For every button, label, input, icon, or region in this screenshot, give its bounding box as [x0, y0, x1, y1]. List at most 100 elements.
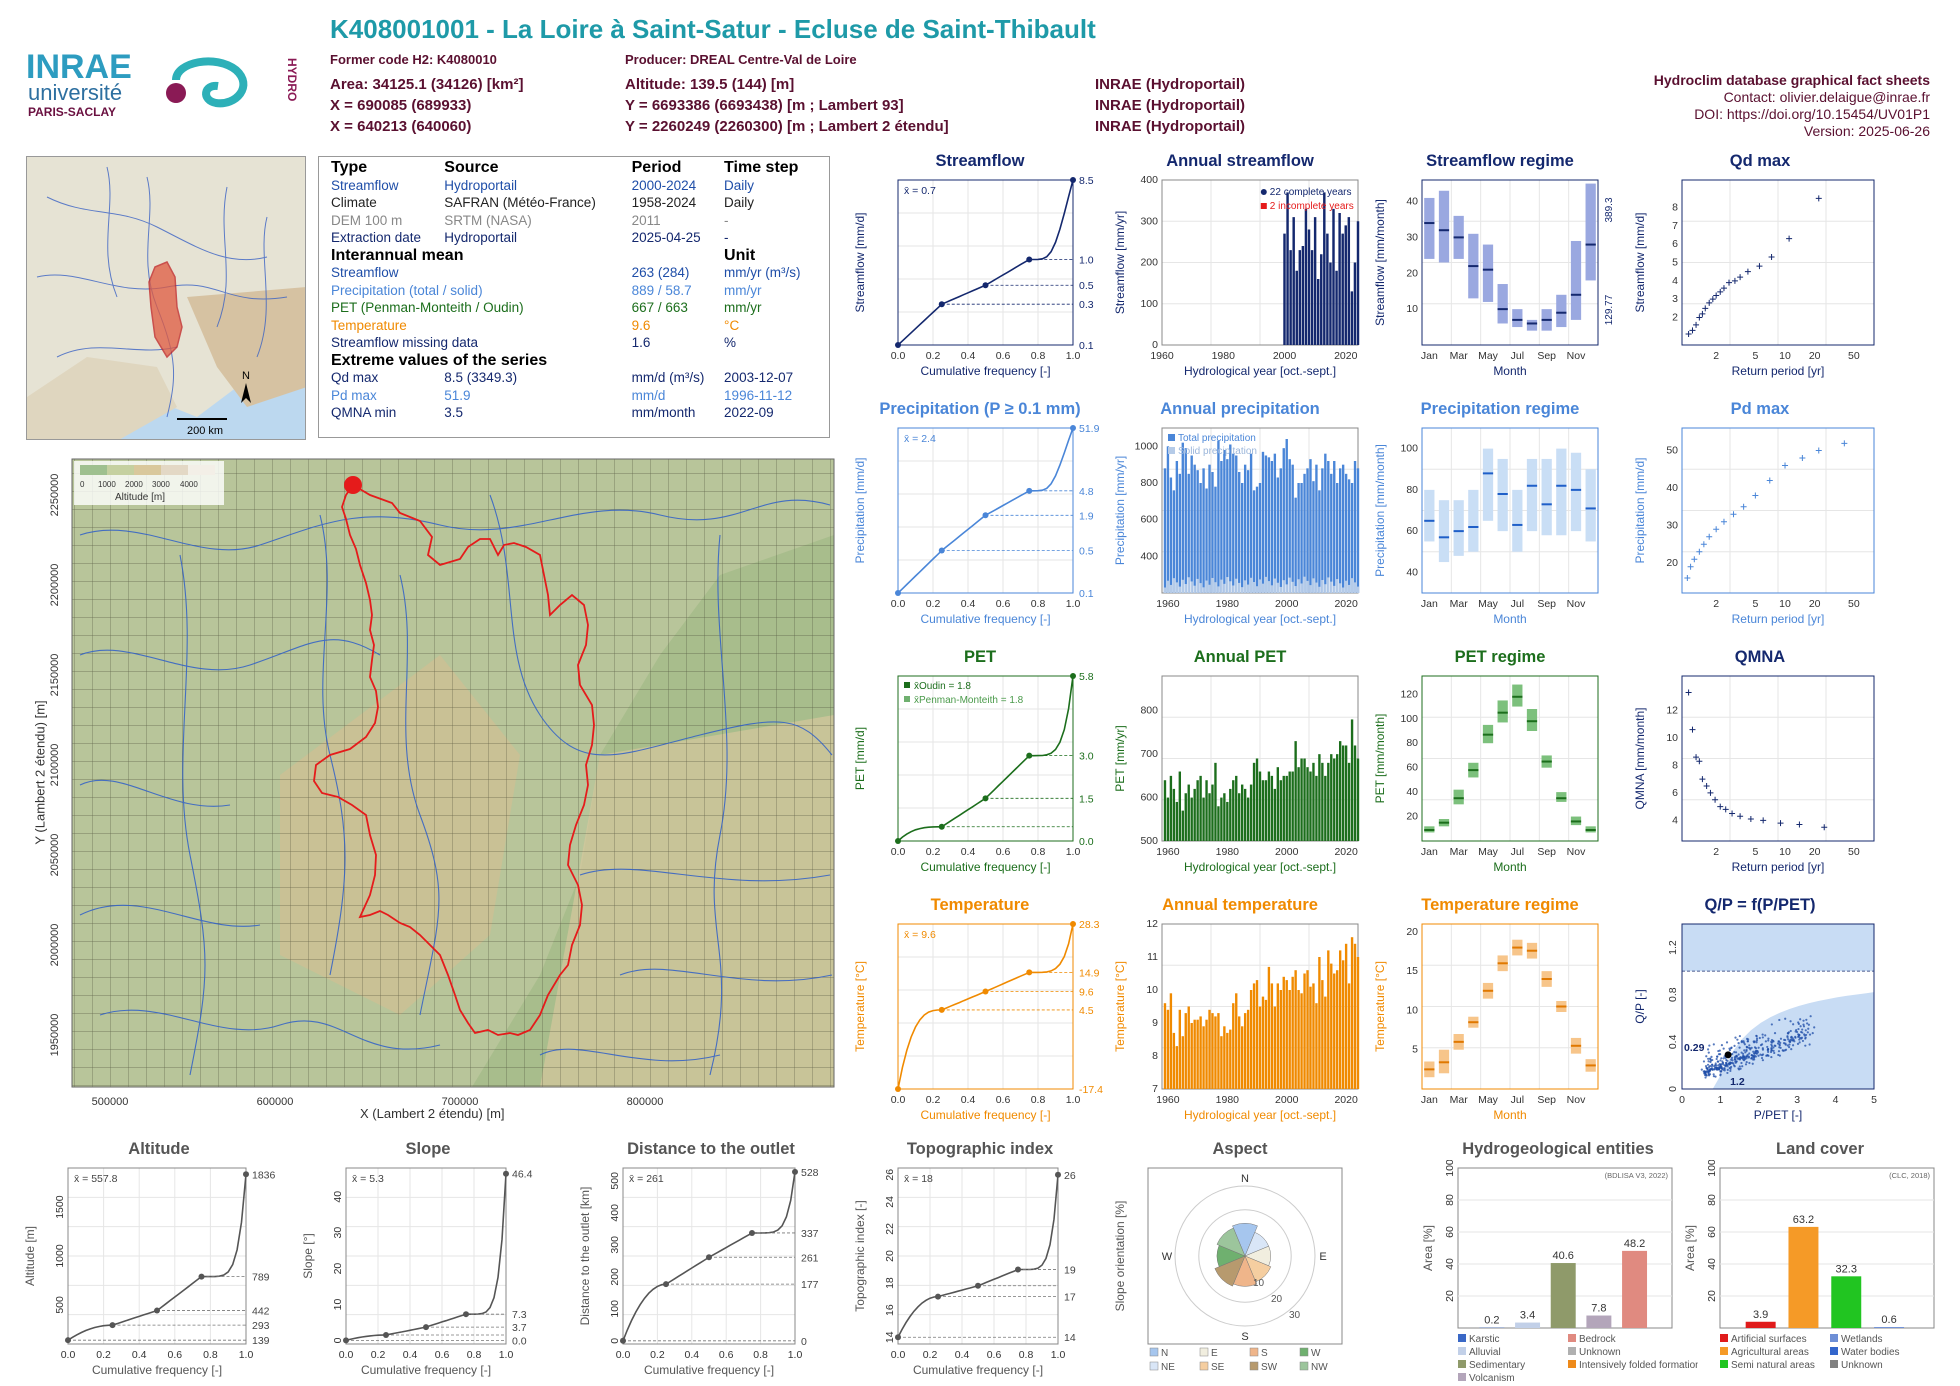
x-tick-label: 4	[1833, 1094, 1839, 1106]
y-axis-label: QMNA [mm/month]	[1633, 707, 1647, 809]
qp-point	[1774, 1044, 1777, 1048]
legend-marker	[1568, 1334, 1576, 1342]
bar	[1220, 461, 1223, 593]
precip-cdf-title: Precipitation (P ≥ 0.1 mm)	[879, 400, 1081, 418]
bar	[1249, 784, 1253, 841]
regime-box	[1570, 452, 1582, 532]
bar	[1276, 477, 1280, 593]
y-tick-label: 100	[609, 1300, 621, 1318]
qp-point	[1784, 1042, 1787, 1045]
bar-secondary	[1306, 580, 1309, 593]
category-bar	[1515, 1322, 1541, 1328]
legend-label: x̄Oudin = 1.8	[914, 681, 971, 692]
cell: Daily	[724, 195, 755, 210]
bar	[1193, 464, 1196, 593]
bar	[1341, 745, 1345, 841]
qdmax-panel: Qd max 2 5 10 20 50 2 3 4 5 6 7 8 Return period [yr] S…	[1630, 152, 1890, 384]
bar	[1246, 470, 1250, 593]
right-tick-label: 14.9	[1079, 967, 1100, 979]
y-axis-label: Precipitation [mm/yr]	[1113, 456, 1127, 565]
bar	[1338, 950, 1342, 1089]
x-tick-label: 1.0	[239, 1349, 254, 1361]
bar-secondary	[1312, 578, 1315, 593]
category-bar	[1831, 1276, 1862, 1328]
rp-point	[1821, 824, 1828, 831]
qp-point	[1788, 1046, 1791, 1049]
bar	[1163, 780, 1167, 841]
pet-cdf-title: PET	[963, 648, 997, 666]
y-tick-label: 300	[609, 1236, 621, 1254]
regime-box	[1512, 489, 1523, 552]
info-table: Type Source Period Time step Streamflow H…	[329, 159, 819, 422]
bar	[1341, 960, 1345, 1089]
legend-label: W	[1311, 1348, 1321, 1359]
bar	[1226, 1032, 1229, 1089]
altitude-cdf-svg: 1836 789 442 293 139 0.0 0.2 0.4 0.6 0.8 1.0 500 100…	[23, 1167, 276, 1377]
quantile-point	[895, 342, 901, 348]
qp-point	[1731, 1059, 1734, 1062]
x-tick-label: 1.0	[1066, 846, 1081, 858]
x-tick-label: 50	[1848, 846, 1860, 858]
cell: Streamflow	[331, 177, 399, 193]
rp-point	[1737, 813, 1744, 820]
bar	[1356, 221, 1360, 345]
y-tick-label: 40	[332, 1191, 344, 1203]
bar-secondary	[1166, 580, 1170, 593]
bar	[1252, 983, 1256, 1089]
qp-point	[1707, 1057, 1710, 1060]
bar	[1344, 473, 1348, 593]
bar	[1310, 250, 1314, 345]
legend-label: Altitude [m]	[115, 492, 165, 503]
bar	[1294, 741, 1297, 841]
qp-point	[1727, 1063, 1731, 1066]
db-title: Hydroclim database graphical fact sheets	[1653, 72, 1930, 88]
qp-point	[1806, 1022, 1809, 1025]
legend-label: Alluvial	[1469, 1347, 1501, 1358]
map-y-tick: 2100000	[49, 744, 61, 787]
y-tick-label: 11	[1147, 951, 1158, 963]
qp-point	[1789, 1039, 1792, 1042]
y-axis-label: Precipitation [mm/month]	[1373, 444, 1387, 577]
bar	[1288, 771, 1291, 841]
bar-secondary	[1309, 585, 1312, 593]
qp-point	[1794, 1030, 1797, 1033]
streamflow-regime-title: Streamflow regime	[1426, 152, 1574, 170]
cell: mm/yr	[724, 300, 762, 315]
qp-point	[1784, 1017, 1787, 1020]
legend-marker	[1458, 1334, 1466, 1342]
bar	[1326, 233, 1329, 345]
qp-point	[1745, 1060, 1748, 1064]
bar-secondary	[1229, 581, 1232, 593]
x-axis-label: Return period [yr]	[1732, 364, 1825, 378]
bar	[1226, 801, 1229, 841]
qp-point	[1712, 1073, 1715, 1076]
bar	[1172, 1032, 1176, 1089]
cell: Hydroportail	[444, 177, 518, 193]
y-tick-label: 200	[1140, 257, 1158, 269]
legend-label: SW	[1261, 1362, 1278, 1373]
streamflow-cdf-title: Streamflow	[935, 152, 1025, 170]
qp-point	[1745, 1055, 1748, 1058]
bar	[1286, 192, 1289, 345]
y-tick-label: 10	[1666, 732, 1678, 744]
qp-point	[1794, 1035, 1797, 1038]
x-tick-label: 0.4	[961, 598, 976, 610]
y-tick-label: 40	[1444, 1258, 1456, 1270]
bar-secondary	[1267, 581, 1271, 593]
y-axis-label: Slope [°]	[301, 1233, 315, 1279]
pet-regime-panel: PET regime Jan Mar May Jul Sep Nov 20 40 60 80 100 1…	[1370, 648, 1630, 880]
qp-point	[1798, 1041, 1801, 1044]
x-tick-label: Jan	[1421, 1094, 1438, 1106]
rp-point	[1841, 440, 1848, 447]
quantile-point	[1055, 1171, 1061, 1178]
quantile-point	[706, 1254, 712, 1261]
rose-ring-label: 30	[1289, 1310, 1301, 1321]
cell: 1.6	[631, 335, 651, 350]
right-tick-label: 0.1	[1079, 588, 1094, 600]
quantile-point	[895, 838, 901, 844]
bar	[1294, 970, 1297, 1089]
y-tick-label: 60	[1444, 1226, 1456, 1238]
bar	[1258, 1006, 1262, 1089]
qp-point	[1704, 1076, 1707, 1079]
legend-marker	[1260, 189, 1267, 195]
